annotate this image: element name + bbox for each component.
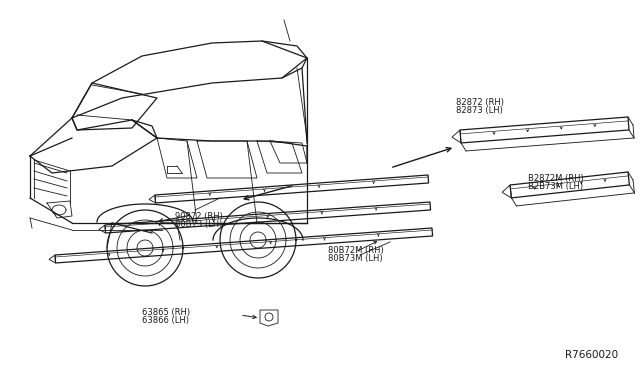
Text: 82872 (RH): 82872 (RH) (456, 98, 504, 107)
Text: 80B73 (LH): 80B73 (LH) (175, 220, 222, 229)
Text: R7660020: R7660020 (565, 350, 618, 360)
Text: 63866 (LH): 63866 (LH) (142, 316, 189, 325)
Text: 63865 (RH): 63865 (RH) (142, 308, 190, 317)
Text: B2872M (RH): B2872M (RH) (528, 174, 584, 183)
Text: 90872 (RH): 90872 (RH) (175, 212, 223, 221)
Text: 80B72M (RH): 80B72M (RH) (328, 246, 384, 255)
Text: 80B73M (LH): 80B73M (LH) (328, 254, 383, 263)
Text: B2B73M (LH): B2B73M (LH) (528, 182, 583, 191)
Text: 82873 (LH): 82873 (LH) (456, 106, 503, 115)
